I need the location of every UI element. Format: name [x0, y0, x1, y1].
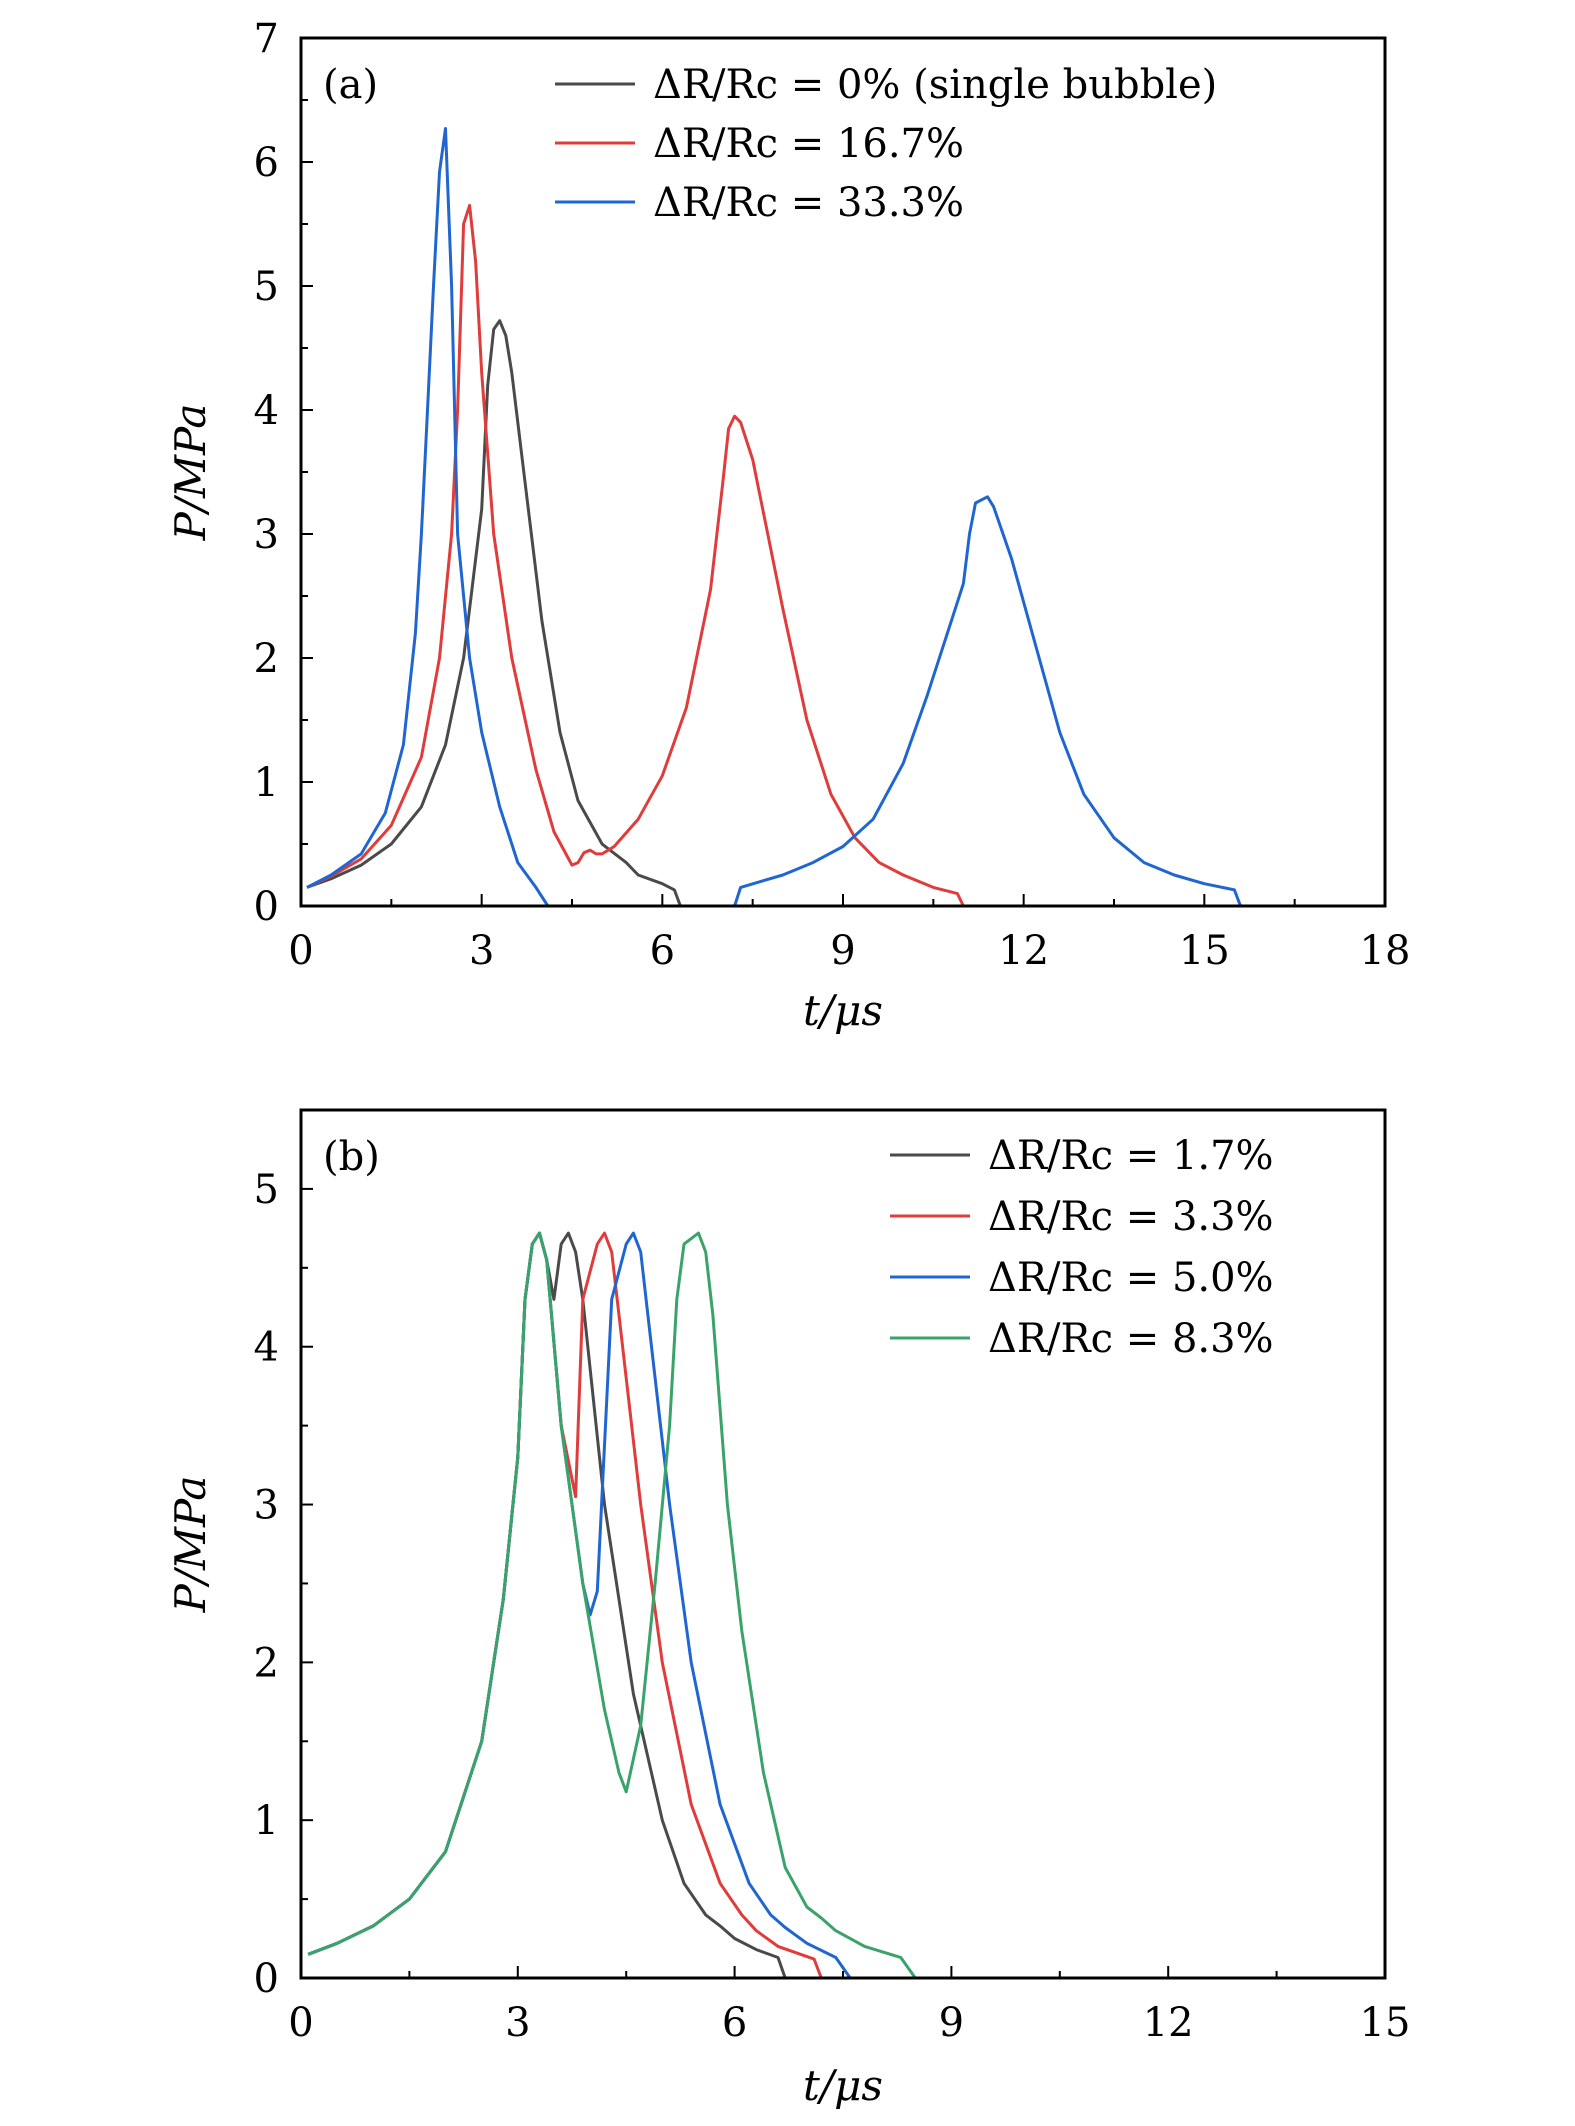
- y-tick-label: 4: [254, 1325, 279, 1371]
- legend-label-0: ΔR/Rc = 0% (single bubble): [653, 62, 1217, 108]
- y-tick-label: 1: [254, 1798, 279, 1844]
- y-tick-label: 1: [254, 760, 279, 806]
- x-axis-label: t/μs: [803, 986, 883, 1035]
- x-tick-label: 18: [1360, 928, 1411, 974]
- legend-label-1: ΔR/Rc = 16.7%: [653, 121, 964, 167]
- y-tick-label: 7: [254, 16, 279, 62]
- y-tick-label: 2: [254, 636, 279, 682]
- y-tick-label: 2: [254, 1640, 279, 1686]
- legend-label-2: ΔR/Rc = 33.3%: [653, 180, 964, 226]
- x-tick-label: 6: [650, 928, 675, 974]
- x-tick-label: 0: [288, 2000, 313, 2046]
- x-tick-label: 15: [1179, 928, 1230, 974]
- x-tick-label: 3: [469, 928, 494, 974]
- plot-frame: [299, 1108, 1387, 1980]
- y-tick-label: 5: [254, 264, 279, 310]
- legend-label-3: ΔR/Rc = 8.3%: [988, 1316, 1274, 1362]
- x-tick-label: 12: [1143, 2000, 1194, 2046]
- x-tick-label: 0: [288, 928, 313, 974]
- y-tick-label: 3: [254, 1483, 279, 1529]
- legend-label-1: ΔR/Rc = 3.3%: [988, 1194, 1274, 1240]
- x-tick-label: 12: [998, 928, 1049, 974]
- x-tick-label: 15: [1360, 2000, 1411, 2046]
- series-line-0: [306, 319, 1385, 908]
- panel-label: (b): [323, 1134, 380, 1180]
- series-line-3: [307, 1231, 1385, 1980]
- y-tick-label: 0: [254, 1956, 279, 2002]
- x-tick-label: 3: [505, 2000, 530, 2046]
- series-line-2: [306, 127, 1385, 908]
- legend-label-2: ΔR/Rc = 5.0%: [988, 1255, 1274, 1301]
- y-tick-label: 6: [254, 140, 279, 186]
- plot-frame: [299, 36, 1387, 908]
- x-tick-label: 9: [939, 2000, 964, 2046]
- y-tick-label: 4: [254, 388, 279, 434]
- y-tick-label: 3: [254, 512, 279, 558]
- x-tick-label: 6: [722, 2000, 747, 2046]
- legend-label-0: ΔR/Rc = 1.7%: [988, 1133, 1274, 1179]
- y-tick-label: 0: [254, 884, 279, 930]
- y-axis-label: P/MPa: [166, 1476, 215, 1614]
- panel-label: (a): [323, 62, 378, 108]
- y-tick-label: 5: [254, 1167, 279, 1213]
- y-axis-label: P/MPa: [166, 404, 215, 542]
- x-axis-label: t/μs: [803, 2061, 883, 2110]
- x-tick-label: 9: [830, 928, 855, 974]
- series-line-1: [306, 203, 1385, 908]
